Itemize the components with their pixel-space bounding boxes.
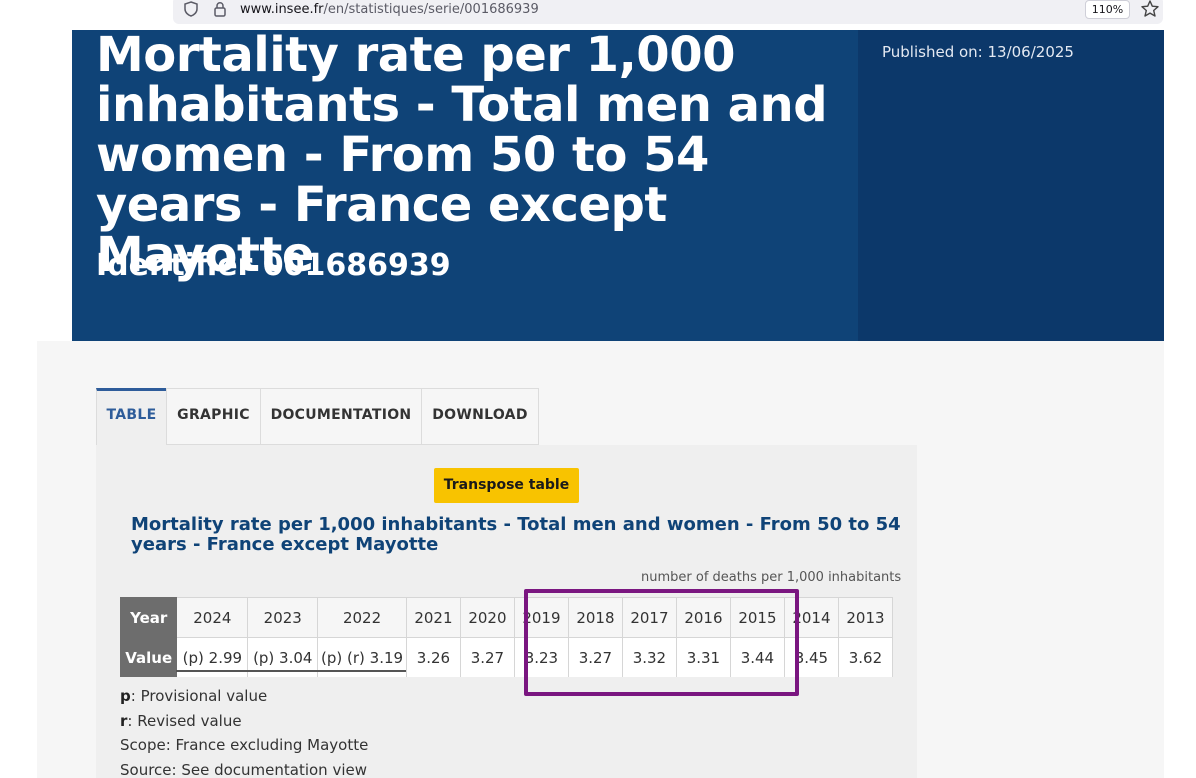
note-p-key: p: [120, 687, 131, 705]
year-cell: 2023: [247, 597, 319, 638]
tab-graphic[interactable]: GRAPHIC: [166, 388, 261, 445]
year-cell: 2020: [459, 597, 515, 638]
note-source: Source: See documentation view: [120, 760, 368, 778]
year-cell: 2019: [513, 597, 569, 638]
tab-table[interactable]: TABLE: [96, 388, 167, 445]
row-header-year: Year: [120, 597, 178, 638]
year-cell: 2024: [176, 597, 249, 638]
series-identifier: Identifier 001686939: [96, 248, 451, 283]
value-cell: 3.31: [675, 637, 731, 677]
row-header-value: Value: [120, 637, 178, 677]
table-notes: p: Provisional value r: Revised value Sc…: [120, 684, 368, 778]
browser-toolbar: www.insee.fr/en/statistiques/serie/00168…: [0, 0, 1196, 30]
highlight-box: [524, 589, 799, 696]
note-p-text: : Provisional value: [130, 687, 268, 705]
value-cell: 3.44: [729, 637, 785, 677]
year-cell: 2017: [621, 597, 677, 638]
tab-documentation[interactable]: DOCUMENTATION: [260, 388, 422, 445]
url-domain: www.insee.fr: [240, 2, 324, 17]
value-cell: 3.26: [405, 637, 461, 677]
table-title: Mortality rate per 1,000 inhabitants - T…: [131, 514, 901, 555]
note-scope: Scope: France excluding Mayotte: [120, 736, 369, 754]
value-cell: 3.27: [567, 637, 623, 677]
header-side-panel: [858, 30, 1164, 341]
page-gutter: [37, 30, 72, 341]
url-text[interactable]: www.insee.fr/en/statistiques/serie/00168…: [240, 2, 539, 17]
note-r-key: r: [120, 711, 128, 730]
value-cell: 3.32: [621, 637, 677, 677]
value-cell: 3.45: [783, 637, 839, 677]
note-r-text: : Revised value: [127, 711, 242, 730]
value-cell: 3.23: [513, 637, 569, 677]
value-cell: 3.27: [459, 637, 515, 677]
note-provisional: p: Provisional value: [120, 684, 368, 709]
address-bar[interactable]: [173, 0, 1163, 24]
bookmark-star-icon[interactable]: [1140, 0, 1160, 19]
year-cell: 2018: [567, 597, 623, 638]
zoom-level[interactable]: 110%: [1085, 0, 1130, 19]
table-unit: number of deaths per 1,000 inhabitants: [641, 570, 902, 585]
year-cell: 2016: [675, 597, 731, 638]
note-revised: r: Revised value: [120, 709, 368, 734]
value-underline: [176, 670, 406, 672]
lock-icon[interactable]: [213, 1, 227, 17]
page-title: Mortality rate per 1,000 inhabitants - T…: [96, 27, 828, 283]
value-cell: 3.62: [837, 637, 893, 677]
year-cell: 2013: [837, 597, 893, 638]
table-row-years: Year 2024 2023 2022 2021 2020 2019 2018 …: [120, 597, 893, 638]
tab-download[interactable]: DOWNLOAD: [421, 388, 539, 445]
year-cell: 2021: [405, 597, 461, 638]
published-date: Published on: 13/06/2025: [882, 43, 1074, 61]
url-path: /en/statistiques/serie/001686939: [323, 2, 539, 17]
shield-icon[interactable]: [184, 1, 198, 17]
header-banner: [72, 30, 858, 341]
year-cell: 2022: [317, 597, 407, 638]
transpose-table-button[interactable]: Transpose table: [434, 468, 579, 503]
